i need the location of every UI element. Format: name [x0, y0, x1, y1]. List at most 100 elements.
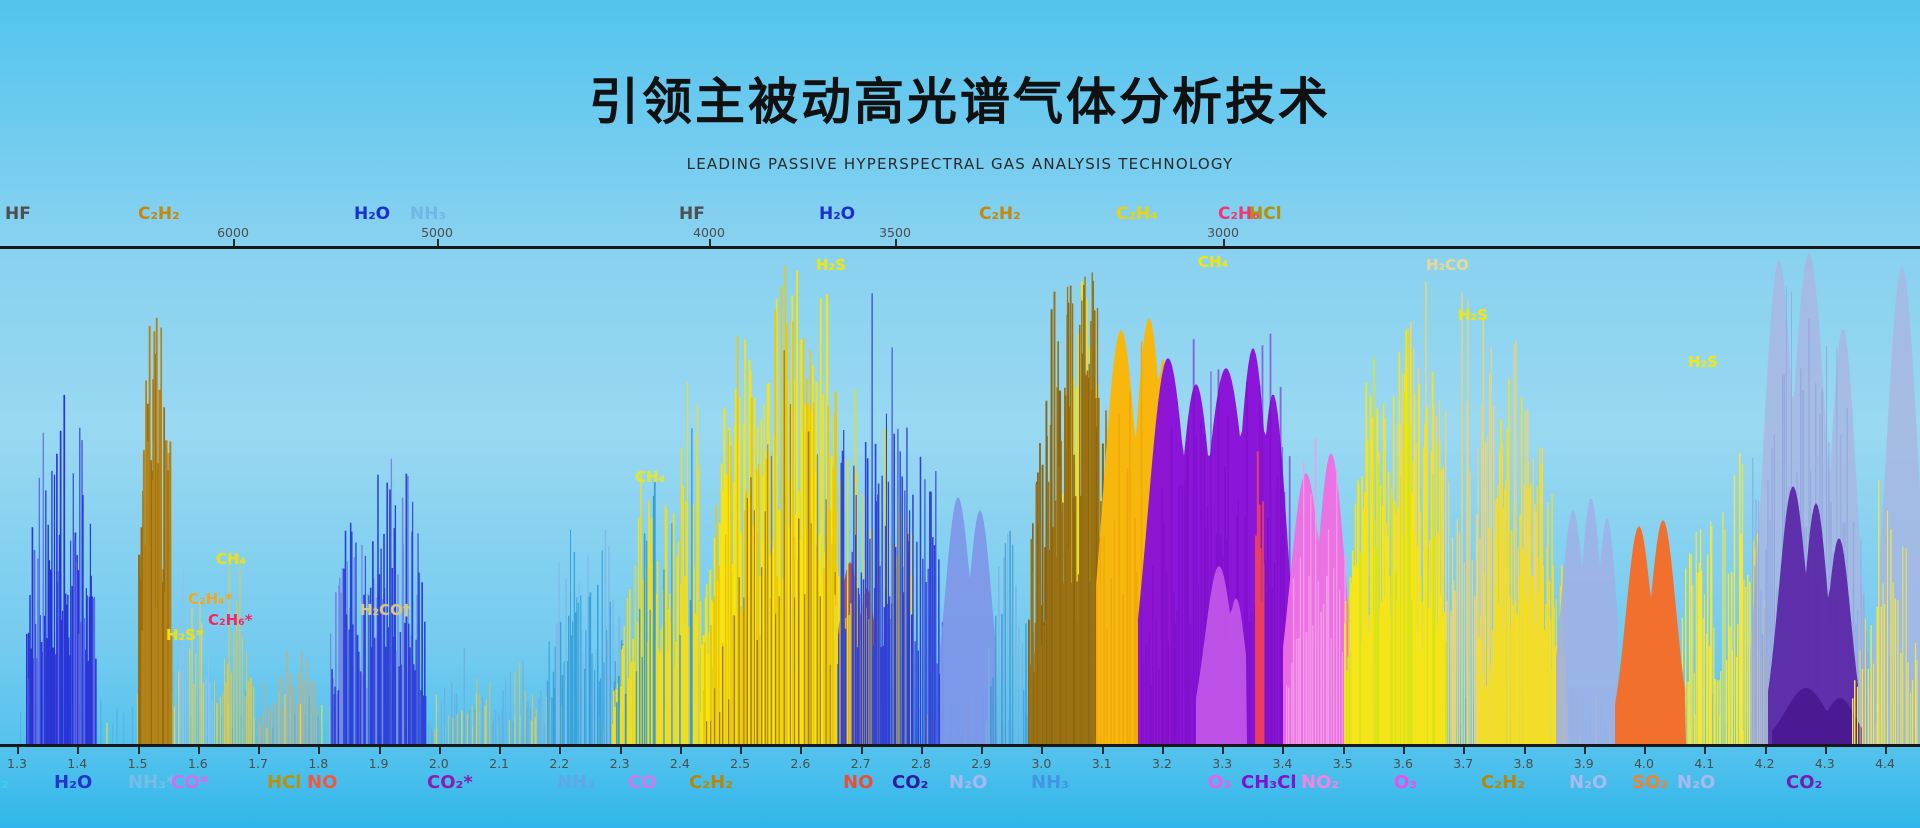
bottom-gas-label: CH₃Cl	[1241, 772, 1297, 793]
bottom-axis-tick	[679, 747, 682, 754]
bottom-axis-tick-label: 3.8	[1513, 756, 1534, 771]
bottom-axis-tick	[438, 747, 441, 754]
top-gas-label: C₂H₂	[979, 204, 1021, 224]
bottom-axis-tick	[17, 747, 19, 754]
bottom-axis-tick	[1583, 747, 1586, 754]
page-title: 引领主被动高光谱气体分析技术	[589, 73, 1331, 131]
bottom-axis-tick-label: 2.5	[730, 756, 751, 771]
bottom-axis-tick	[740, 747, 743, 754]
bottom-axis-tick-label: 3.3	[1212, 756, 1233, 771]
top-gas-label: NH₃	[410, 204, 446, 224]
spectral-band-N2O-4.25-tx	[1752, 286, 1869, 744]
spectral-band-H2S-2.55	[703, 265, 837, 744]
bottom-gas-label: CO*	[171, 772, 209, 793]
bottom-axis-tick	[1764, 747, 1767, 754]
bottom-axis-tick	[559, 747, 562, 754]
bottom-axis-tick-label: 2.7	[850, 756, 871, 771]
chart-gas-annotation: H₂CO†	[360, 601, 411, 619]
bottom-axis-tick	[981, 747, 984, 754]
bottom-gas-label: CO₂	[1786, 772, 1823, 793]
chart-gas-annotation: H₂S	[1688, 353, 1718, 371]
spectral-band-C2H2-1.52	[141, 317, 173, 744]
chart-gas-annotation: CH₄	[635, 468, 666, 486]
spectral-band-yellow-4.08	[1680, 452, 1769, 744]
bottom-axis-tick	[378, 747, 381, 754]
bottom-gas-label: NO	[307, 772, 338, 793]
bottom-gas-label: O₂	[0, 772, 10, 793]
top-gas-label: HF	[679, 204, 705, 224]
bottom-axis-tick	[1041, 747, 1044, 754]
bottom-axis-tick-label: 4.3	[1814, 756, 1835, 771]
bottom-gas-label: H₂O	[54, 772, 93, 793]
top-axis-tick-label: 5000	[421, 225, 453, 240]
bottom-gas-label: NH₃	[1031, 772, 1070, 793]
bottom-axis-line	[0, 744, 1920, 747]
bottom-axis-tick-label: 2.0	[428, 756, 449, 771]
bottom-gas-label: HCl	[267, 772, 302, 793]
spectral-band-NH3-2.2	[545, 529, 621, 744]
bottom-gas-label: C₂H₂	[1481, 772, 1526, 793]
spectral-band-brown-3.07	[1029, 272, 1112, 744]
chart-gas-annotation: CH₄	[216, 550, 247, 568]
bottom-axis-tick-label: 4.0	[1634, 756, 1654, 771]
spectral-band-CH3Cl-tx	[1141, 333, 1291, 744]
bottom-axis-tick	[499, 747, 502, 754]
top-gas-label: HF	[5, 204, 31, 224]
bottom-axis-tick	[318, 747, 321, 754]
top-axis-tick-label: 6000	[217, 225, 249, 240]
top-axis-tick	[1223, 239, 1225, 246]
top-gas-label: C₂H₄	[1116, 204, 1158, 224]
bottom-axis-tick-label: 2.9	[971, 756, 992, 771]
bottom-axis-tick	[137, 747, 140, 754]
spectral-band-NH3-CO-1.55	[169, 568, 214, 744]
bottom-axis-tick	[860, 747, 863, 754]
bottom-gas-label: CO	[628, 772, 657, 793]
bottom-axis-tick	[1523, 747, 1526, 754]
bottom-axis-tick-label: 4.2	[1754, 756, 1775, 771]
bottom-axis-tick	[1402, 747, 1405, 754]
top-gas-label: C₂H₂	[138, 204, 180, 224]
bottom-axis-tick-label: 3.0	[1031, 756, 1052, 771]
bottom-axis-tick	[1222, 747, 1225, 754]
bottom-gas-label: N₂O	[1677, 772, 1716, 793]
bottom-axis-tick	[197, 747, 200, 754]
spectral-band-yellow-4.35	[1852, 480, 1918, 744]
bottom-axis-tick	[920, 747, 923, 754]
bottom-axis-tick-label: 1.6	[187, 756, 208, 771]
spectral-band-H2O-1.38	[27, 432, 96, 744]
bottom-gas-label: NO	[843, 772, 874, 793]
spectral-band-NH3-CO-1.55	[168, 601, 205, 744]
bottom-axis-tick	[1704, 747, 1707, 754]
spectral-band-orchid-3.33	[1196, 566, 1247, 744]
bottom-axis-tick	[1282, 747, 1285, 754]
spectral-band-yellow-3.78	[1478, 378, 1567, 744]
bottom-axis-tick-label: 1.8	[308, 756, 329, 771]
bottom-axis-tick	[77, 747, 80, 754]
bottom-gas-label: NH₃*	[128, 772, 176, 793]
bottom-axis-tick-label: 2.2	[549, 756, 570, 771]
bottom-gas-label: O₃	[1394, 772, 1418, 793]
bottom-gas-label: CO₂	[892, 772, 929, 793]
chart-gas-annotation: CH₄	[1198, 253, 1229, 271]
bottom-axis-tick	[1824, 747, 1827, 754]
spectral-band-red-3.36	[1255, 451, 1265, 744]
bottom-axis-tick-label: 3.5	[1332, 756, 1353, 771]
spectral-band-CO2-4.28b	[1772, 688, 1862, 744]
spectral-band-CO2-4.28	[1768, 486, 1858, 744]
bottom-gas-label: N₂O	[1569, 772, 1608, 793]
bottom-axis-tick-label: 2.6	[790, 756, 811, 771]
bottom-axis-tick-label: 2.4	[669, 756, 690, 771]
spectral-band-N2O-4.42	[1868, 266, 1920, 744]
bottom-axis-tick-label: 3.6	[1393, 756, 1413, 771]
bottom-axis-tick	[1885, 747, 1888, 754]
spectral-band-N2O-3.9	[1556, 499, 1618, 744]
chart-gas-annotation: H₂S	[816, 256, 846, 274]
bottom-axis-tick-label: 2.8	[910, 756, 931, 771]
bottom-gas-label: CO₂*	[427, 772, 473, 793]
bottom-axis-tick-label: 4.4	[1875, 756, 1895, 771]
top-axis-tick-label: 3500	[879, 225, 911, 240]
bottom-axis-tick-label: 2.1	[489, 756, 510, 771]
bottom-axis-tick-label: 3.4	[1272, 756, 1293, 771]
bottom-axis-tick	[258, 747, 261, 754]
chart-gas-annotation: C₂H₄*	[188, 590, 233, 608]
